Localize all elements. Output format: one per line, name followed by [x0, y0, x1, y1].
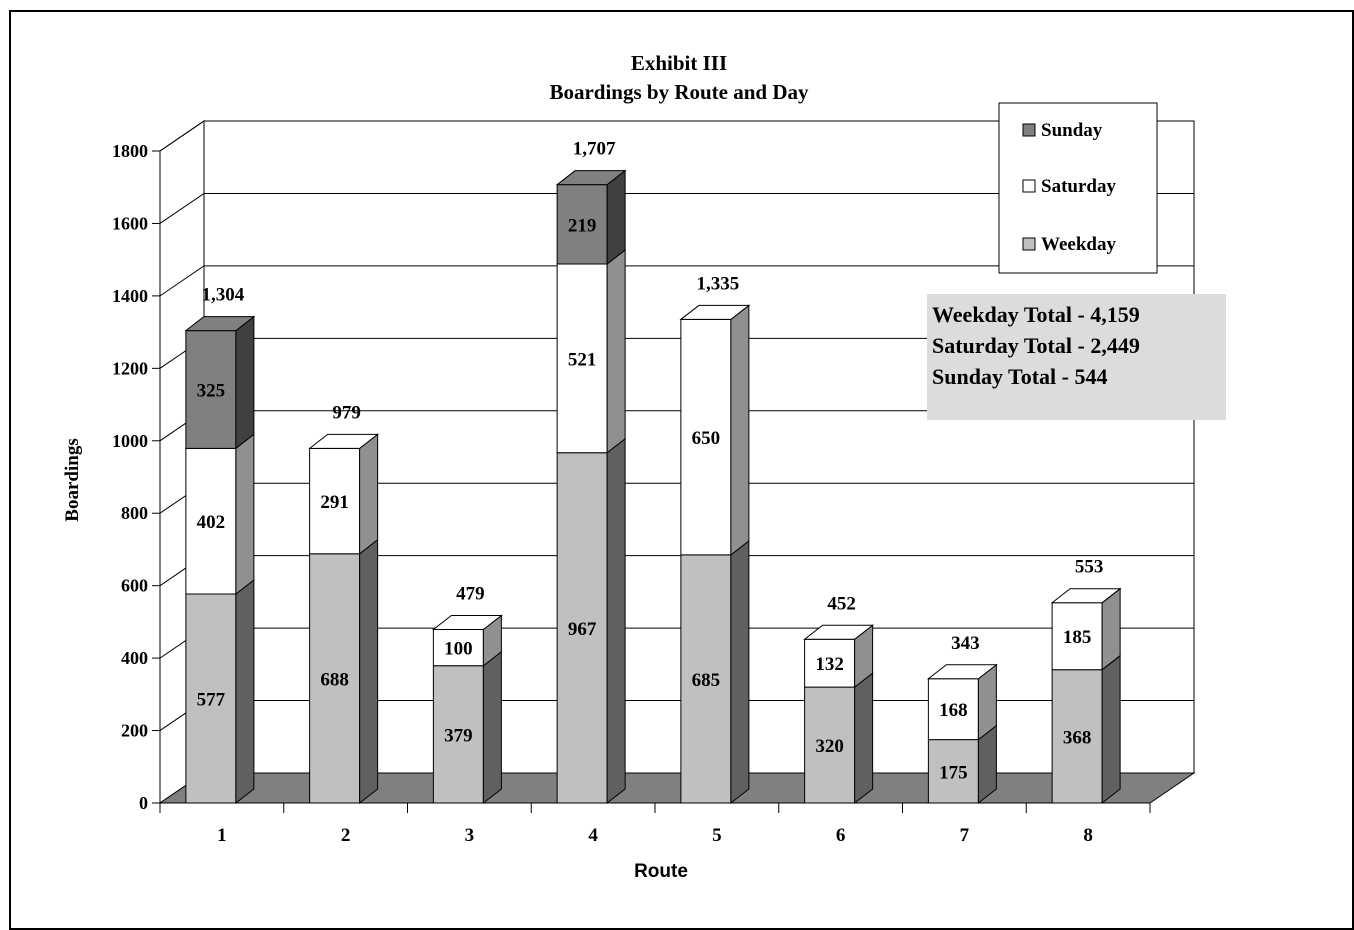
bar-side-weekday-route-2: [359, 538, 379, 805]
chart-title: Exhibit III: [631, 51, 727, 75]
chart-data-labels: 577 402 325 1,304 688 291 979 379 100 479 967 521 21…: [197, 139, 1104, 784]
data-label-saturday: 650: [692, 428, 721, 449]
data-label-sunday: 219: [568, 215, 597, 236]
legend: Sunday Saturday Weekday: [998, 102, 1158, 274]
bar-sunday-route-1: [185, 330, 237, 449]
bar-side-weekday-route-6: [854, 672, 874, 805]
bar-side-weekday-route-8: [1101, 654, 1121, 805]
y-tick-label: 1800: [112, 141, 148, 161]
bar-side-weekday-route-1: [235, 578, 255, 805]
bar-side-weekday-route-5: [730, 539, 750, 805]
totals-annotation-line: Weekday Total - 4,159: [932, 302, 1140, 327]
bar-side-sunday-route-4: [606, 169, 626, 266]
bar-top-route-3: [431, 614, 503, 630]
y-tick-label: 800: [121, 503, 148, 523]
legend-label-saturday: Saturday: [1041, 176, 1116, 197]
total-label-route-7: 343: [951, 633, 980, 654]
totals-annotation-line: Saturday Total - 2,449: [932, 333, 1140, 358]
totals-annotation-box: [927, 294, 1226, 420]
legend-swatch-weekday: [1022, 237, 1036, 251]
chart-subtitle: Boardings by Route and Day: [549, 80, 809, 104]
bar-top-route-5: [679, 304, 751, 320]
bar-weekday-route-5: [680, 554, 732, 804]
data-label-saturday: 168: [939, 700, 968, 721]
bar-side-saturday-route-5: [730, 304, 750, 556]
bar-side-saturday-route-4: [606, 248, 626, 454]
y-tick-label: 1200: [112, 358, 148, 378]
y-tick-label: 1400: [112, 286, 148, 306]
y-tick-label: 0: [139, 793, 148, 813]
bar-top-route-8: [1050, 588, 1122, 604]
data-label-weekday: 688: [320, 669, 349, 690]
bar-side-weekday-route-4: [606, 437, 626, 805]
data-label-weekday: 577: [197, 689, 226, 710]
bar-weekday-route-8: [1051, 669, 1103, 804]
bar-top-route-6: [803, 624, 875, 640]
data-label-weekday: 685: [692, 670, 721, 691]
x-tick-label: 1: [217, 825, 227, 846]
data-label-sunday: 325: [197, 381, 226, 402]
bar-top-route-1: [184, 316, 256, 332]
bar-top-route-2: [308, 433, 380, 449]
bar-saturday-route-8: [1051, 602, 1103, 671]
chart-axes: 0 200 400 600 800 1000 1200 1400 1600 1800 1 2 3 4 5 6 7…: [112, 141, 1151, 846]
x-tick-label: 3: [465, 825, 475, 846]
legend-swatch-saturday: [1022, 179, 1036, 193]
x-tick-label: 7: [960, 825, 970, 846]
bar-saturday-route-5: [680, 318, 732, 556]
bar-weekday-route-4: [556, 452, 608, 804]
bar-saturday-route-7: [927, 678, 979, 741]
total-label-route-4: 1,707: [573, 139, 616, 160]
y-tick-label: 600: [121, 576, 148, 596]
data-label-saturday: 402: [197, 512, 226, 533]
legend-label-weekday: Weekday: [1041, 234, 1116, 255]
x-tick-label: 8: [1083, 825, 1093, 846]
y-axis-label: Boardings: [62, 438, 83, 521]
data-label-saturday: 100: [444, 639, 473, 660]
data-label-saturday: 185: [1063, 627, 1092, 648]
data-label-saturday: 291: [320, 492, 349, 513]
total-label-route-1: 1,304: [202, 285, 245, 306]
bar-sunday-route-4: [556, 184, 608, 265]
bar-side-weekday-route-3: [482, 650, 502, 805]
y-tick-label: 1600: [112, 213, 148, 233]
x-tick-label: 2: [341, 825, 351, 846]
x-tick-label: 5: [712, 825, 722, 846]
bar-top-route-4: [555, 170, 627, 186]
total-label-route-6: 452: [827, 593, 856, 614]
x-tick-label: 6: [836, 825, 846, 846]
x-axis-label: Route: [634, 861, 688, 882]
total-label-route-5: 1,335: [697, 273, 740, 294]
data-label-weekday: 368: [1063, 727, 1092, 748]
data-label-weekday: 379: [444, 725, 473, 746]
y-tick-label: 200: [121, 721, 148, 741]
legend-label-sunday: Sunday: [1041, 120, 1103, 141]
data-label-weekday: 175: [939, 762, 968, 783]
data-label-weekday: 967: [568, 619, 597, 640]
legend-swatch-sunday: [1022, 123, 1036, 137]
totals-annotation-line: Sunday Total - 544: [932, 364, 1107, 389]
bar-top-route-7: [926, 664, 998, 680]
gridline: [159, 120, 1194, 152]
data-label-saturday: 521: [568, 349, 597, 370]
bar-saturday-route-4: [556, 263, 608, 454]
data-label-saturday: 132: [815, 654, 844, 675]
y-tick-label: 400: [121, 648, 148, 668]
gridline: [159, 192, 1194, 224]
bar-side-sunday-route-1: [235, 315, 255, 450]
gridline: [159, 265, 1194, 297]
total-label-route-3: 479: [456, 583, 485, 604]
y-tick-label: 1000: [112, 431, 148, 451]
bar-saturday-route-3: [432, 628, 484, 667]
data-label-weekday: 320: [815, 736, 844, 757]
total-label-route-8: 553: [1075, 557, 1104, 578]
bar-side-saturday-route-1: [235, 433, 255, 596]
bar-side-saturday-route-2: [359, 433, 379, 555]
x-tick-label: 4: [588, 825, 598, 846]
total-label-route-2: 979: [332, 402, 361, 423]
chart-bars: [184, 169, 1122, 805]
totals-annotation: Weekday Total - 4,159 Saturday Total - 2,…: [927, 294, 1226, 420]
